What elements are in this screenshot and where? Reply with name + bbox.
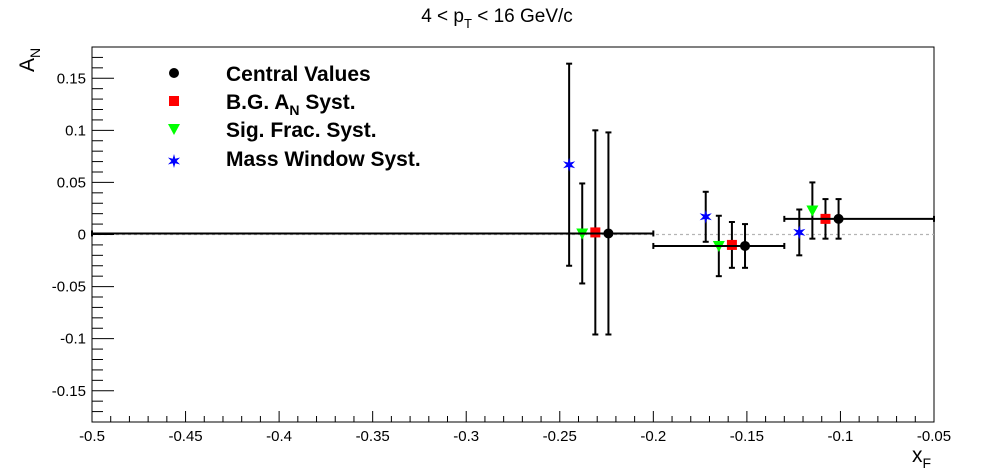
legend-label-sigfrac-text: Sig. Frac. Syst. xyxy=(226,119,377,142)
data-point-triangle-down xyxy=(806,205,819,217)
y-axis-title: AN xyxy=(16,48,43,72)
y-tick-label: 0 xyxy=(78,227,86,244)
legend-label-bg-rest: Syst. xyxy=(300,91,356,114)
legend-label-bg-main: B.G. A xyxy=(226,91,289,114)
data-point-star xyxy=(699,209,712,224)
x-tick-label: -0.25 xyxy=(543,428,577,445)
x-tick-label: -0.35 xyxy=(356,428,390,445)
legend-label-sigfrac: Sig. Frac. Syst. xyxy=(226,119,377,142)
y-axis-title-main: A xyxy=(16,58,39,72)
x-axis: -0.5 -0.45 -0.4 -0.35 -0.3 -0.25 -0.2 -0.15 -0.1… xyxy=(79,411,951,445)
y-tick-label: 0.1 xyxy=(65,122,86,139)
data-point-circle xyxy=(603,228,614,239)
data-point-square xyxy=(590,227,601,238)
x-tick-label: -0.45 xyxy=(168,428,202,445)
legend-marker-circle xyxy=(169,68,179,78)
series-star xyxy=(563,62,806,267)
legend-label-mass-text: Mass Window Syst. xyxy=(226,148,421,171)
x-tick-label: -0.15 xyxy=(730,428,764,445)
chart-title-rest: < 16 GeV/c xyxy=(472,6,573,27)
series-square xyxy=(590,129,831,336)
legend-label-bg-sub: N xyxy=(289,102,299,118)
x-axis-title-main: x xyxy=(912,444,923,467)
y-axis: -0.15 -0.1 -0.05 0 0.05 0.1 0.15 xyxy=(52,46,114,423)
legend-marker-star xyxy=(167,154,181,168)
legend-label-central-text: Central Values xyxy=(226,63,371,86)
legend: Central Values B.G. AN Syst. Sig. Frac. … xyxy=(167,63,421,171)
legend-markers xyxy=(167,68,181,168)
y-axis-title-sub: N xyxy=(27,48,43,58)
x-tick-label: -0.1 xyxy=(828,428,854,445)
x-tick-label: -0.5 xyxy=(79,428,105,445)
y-tick-label: -0.15 xyxy=(52,383,86,400)
series-circle xyxy=(91,131,935,336)
data-series xyxy=(91,62,935,336)
legend-label-mass: Mass Window Syst. xyxy=(226,148,421,171)
data-point-square xyxy=(726,239,737,250)
chart-title: 4 < pT < 16 GeV/c xyxy=(421,6,573,31)
x-tick-label: -0.2 xyxy=(640,428,666,445)
data-point-star xyxy=(563,157,576,172)
x-axis-title-sub: F xyxy=(923,455,932,471)
x-tick-label: -0.05 xyxy=(917,428,951,445)
x-tick-label: -0.3 xyxy=(453,428,479,445)
data-point-circle xyxy=(740,240,751,251)
data-point-star xyxy=(793,225,806,240)
legend-marker-square xyxy=(169,96,179,106)
y-tick-label: -0.05 xyxy=(52,279,86,296)
y-tick-label: 0.15 xyxy=(57,70,86,87)
legend-label-central: Central Values xyxy=(226,63,371,86)
x-tick-label: -0.4 xyxy=(266,428,292,445)
y-tick-label: -0.1 xyxy=(60,331,86,348)
y-tick-label: 0.05 xyxy=(57,174,86,191)
legend-marker-triangle-down xyxy=(168,124,180,135)
legend-label-bg: B.G. AN Syst. xyxy=(226,91,356,118)
x-axis-title: xF xyxy=(912,444,931,471)
chart-title-sub: T xyxy=(464,16,472,31)
data-point-circle xyxy=(833,213,844,224)
chart-title-main: 4 < p xyxy=(421,6,464,27)
